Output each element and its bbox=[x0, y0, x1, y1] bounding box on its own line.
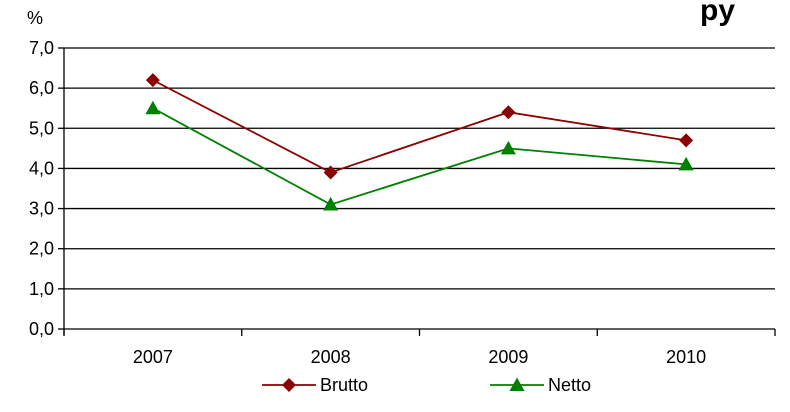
y-tick-label: 2,0 bbox=[29, 239, 54, 259]
x-tick-label: 2009 bbox=[488, 347, 528, 367]
y-axis-unit-label: % bbox=[27, 8, 43, 28]
legend-label-netto: Netto bbox=[548, 375, 591, 395]
data-point-netto bbox=[323, 197, 339, 211]
y-tick-label: 6,0 bbox=[29, 78, 54, 98]
data-point-brutto bbox=[145, 73, 160, 88]
y-tick-label: 4,0 bbox=[29, 158, 54, 178]
x-tick-label: 2007 bbox=[133, 347, 173, 367]
data-point-netto bbox=[500, 140, 516, 155]
x-tick-label: 2008 bbox=[311, 347, 351, 367]
chart-title-fragment: py bbox=[700, 0, 735, 27]
data-point-netto bbox=[145, 100, 161, 115]
legend: Brutto Netto bbox=[262, 375, 591, 395]
y-tick-label: 0,0 bbox=[29, 319, 54, 339]
data-point-brutto bbox=[501, 105, 516, 120]
y-tick-label: 5,0 bbox=[29, 118, 54, 138]
data-point-netto bbox=[678, 156, 694, 171]
gridlines bbox=[64, 47, 775, 330]
series-line-brutto bbox=[152, 79, 687, 174]
legend-label-brutto: Brutto bbox=[320, 375, 368, 395]
x-tick-label: 2010 bbox=[666, 347, 706, 367]
data-point-brutto bbox=[323, 165, 338, 180]
axes: 0,0 1,0 2,0 3,0 4,0 5,0 6,0 7,0 2007 2008 2009 2010 bbox=[29, 38, 776, 367]
y-tick-label: 3,0 bbox=[29, 199, 54, 219]
legend-marker-brutto bbox=[282, 378, 296, 392]
y-tick-label: 1,0 bbox=[29, 279, 54, 299]
series-line-netto bbox=[152, 107, 687, 206]
legend-marker-netto bbox=[509, 377, 525, 391]
y-tick-label: 7,0 bbox=[29, 38, 54, 58]
series-layer bbox=[145, 73, 694, 211]
data-point-brutto bbox=[679, 133, 694, 148]
